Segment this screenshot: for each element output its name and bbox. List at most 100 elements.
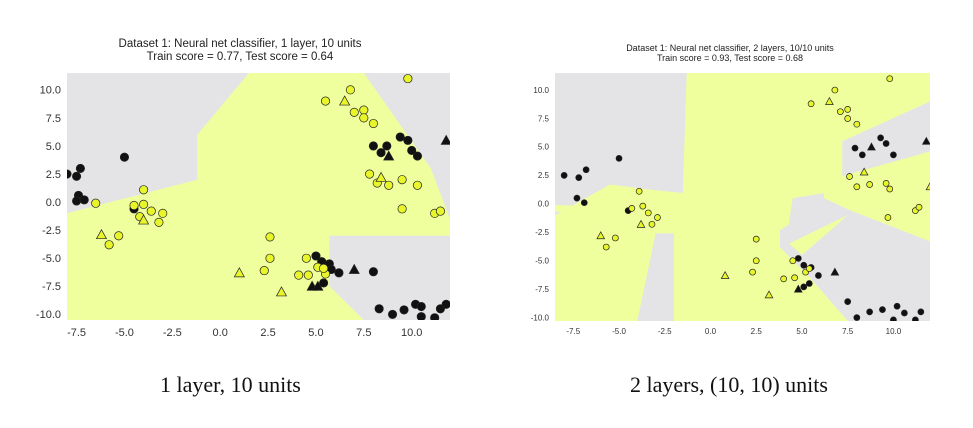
data-point-circle-class-b (789, 257, 797, 265)
data-point-circle-class-b (846, 173, 853, 180)
data-point-circle-class-b (644, 209, 652, 217)
data-point-circle-class-a (67, 169, 72, 179)
data-point-circle-class-b (158, 208, 168, 218)
data-point-circle-class-b (752, 235, 760, 243)
data-point-circle-class-a (119, 152, 129, 162)
data-point-circle-class-a (580, 199, 588, 207)
data-point-triangle-class-b (596, 231, 606, 240)
data-point-circle-class-b (612, 234, 619, 242)
data-point-circle-class-b (807, 100, 815, 108)
data-point-circle-class-b (435, 206, 445, 216)
y-tick-label: 7.5 (538, 114, 550, 123)
data-point-circle-class-b (320, 96, 331, 106)
x-tick-label: 5.0 (796, 327, 808, 336)
data-point-triangle-class-b (95, 228, 108, 240)
data-point-circle-class-a (844, 298, 852, 306)
data-point-circle-class-a (901, 309, 908, 317)
chart-title-block: Dataset 1: Neural net classifier, 2 laye… (520, 43, 940, 64)
data-point-triangle-class-b (824, 96, 834, 105)
data-point-circle-class-b (853, 120, 861, 128)
data-point-circle-class-b (104, 240, 114, 250)
x-tick-label: -2.5 (658, 327, 672, 336)
chart-title-block: Dataset 1: Neural net classifier, 1 laye… (30, 38, 450, 64)
x-tick-label: -2.5 (163, 327, 182, 339)
y-tick-label: 0.0 (538, 200, 550, 209)
data-point-triangle-class-b (720, 270, 730, 279)
x-tick-label: -7.5 (67, 327, 86, 339)
region-class-b (555, 184, 656, 321)
data-point-triangle-class-b (859, 167, 869, 176)
y-tick-label: 10.0 (533, 86, 549, 95)
data-point-circle-class-b (882, 179, 890, 187)
data-point-circle-class-a (815, 272, 822, 279)
data-point-circle-class-a (575, 174, 583, 182)
data-point-circle-class-b (129, 200, 139, 211)
data-point-circle-class-b (791, 274, 798, 282)
data-point-circle-class-a (403, 135, 413, 145)
data-point-circle-class-b (303, 270, 313, 280)
chart-panel-right: Dataset 1: Neural net classifier, 2 laye… (520, 38, 940, 338)
data-point-circle-class-b (844, 115, 852, 122)
decision-regions (67, 73, 450, 320)
data-point-circle-class-b (139, 185, 149, 195)
data-point-circle-class-a (319, 278, 329, 288)
x-tick-label: 2.5 (751, 327, 763, 336)
x-tick-label: 5.0 (308, 327, 323, 339)
y-tick-label: 10.0 (40, 85, 61, 97)
data-point-circle-class-a (800, 283, 808, 291)
y-tick-label: 2.5 (538, 171, 550, 180)
data-point-circle-class-b (397, 204, 407, 214)
data-point-triangle-class-b (375, 171, 387, 182)
y-tick-label: -7.5 (535, 285, 549, 294)
data-point-circle-class-b (752, 257, 760, 265)
x-tick-label: -5.0 (612, 327, 626, 336)
x-tick-label: 7.5 (842, 327, 854, 336)
data-point-circle-class-b (412, 180, 422, 190)
x-tick-label: 0.0 (213, 327, 228, 339)
data-point-circle-class-b (368, 118, 378, 129)
y-tick-label: -10.0 (531, 313, 550, 322)
data-point-circle-class-b (886, 75, 894, 83)
data-point-circle-class-a (582, 166, 590, 174)
data-point-circle-class-b (359, 113, 369, 123)
data-point-circle-class-a (412, 151, 422, 161)
data-point-circle-class-a (893, 302, 901, 310)
data-point-circle-class-b (648, 220, 656, 228)
data-point-circle-class-b (805, 265, 813, 273)
data-point-circle-class-a (72, 196, 82, 206)
data-point-circle-class-b (359, 105, 369, 115)
data-point-circle-class-b (345, 85, 355, 95)
data-point-circle-class-b (265, 232, 275, 242)
data-point-circle-class-b (837, 108, 844, 116)
data-point-triangle-class-b (339, 95, 351, 106)
y-tick-label: 7.5 (46, 113, 61, 125)
data-point-triangle-class-b (925, 182, 930, 191)
data-point-circle-class-a (72, 171, 82, 181)
y-tick-label: 5.0 (538, 143, 550, 152)
data-point-circle-class-a (416, 312, 426, 320)
data-point-circle-class-b (294, 270, 304, 280)
data-point-circle-class-a (615, 154, 623, 162)
region-class-b (708, 226, 848, 321)
data-point-circle-class-b (139, 199, 149, 209)
data-point-circle-class-b (884, 214, 892, 221)
data-point-circle-class-a (441, 299, 450, 309)
data-point-circle-class-b (635, 187, 643, 195)
data-point-circle-class-b (397, 175, 407, 185)
y-tick-label: -2.5 (42, 225, 61, 237)
data-point-circle-class-b (866, 181, 873, 188)
data-point-circle-class-a (800, 261, 808, 269)
data-point-circle-class-a (879, 306, 886, 313)
decision-boundary-plot: -7.5 -5.0 -2.5 0.0 2.5 5.0 7.5 10.0 10.0 7.5 5.0 2.… (531, 73, 930, 336)
y-tick-label: -5.0 (42, 253, 61, 265)
x-tick-label: 2.5 (260, 327, 275, 339)
data-point-circle-class-a (912, 316, 919, 321)
chart-title: Dataset 1: Neural net classifier, 2 laye… (626, 43, 834, 53)
data-point-circle-class-a (882, 140, 890, 147)
region-class-b (67, 73, 450, 320)
chart-subtitle: Train score = 0.77, Test score = 0.64 (146, 51, 334, 64)
caption-right: 2 layers, (10, 10) units (630, 372, 828, 397)
x-tick-label: -5.0 (115, 327, 134, 339)
data-point-circle-class-a (311, 251, 321, 261)
data-point-circle-class-a (853, 314, 861, 321)
